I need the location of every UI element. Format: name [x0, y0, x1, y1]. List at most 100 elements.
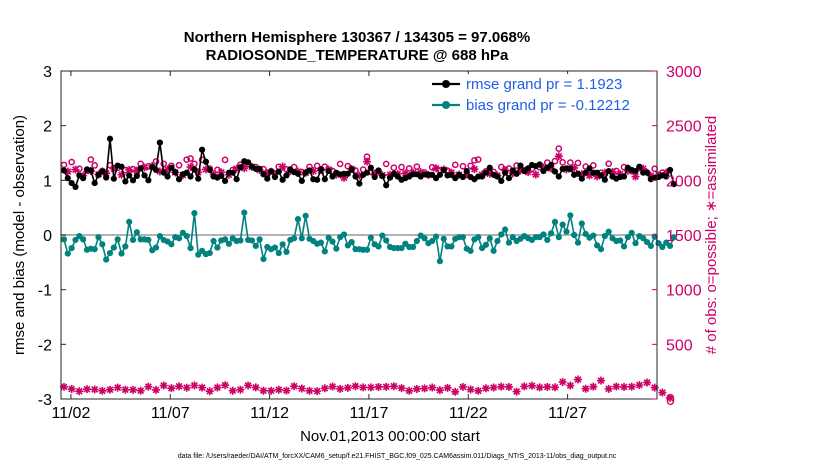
obs-assimilated-point: [125, 165, 134, 174]
rmse-point: [386, 174, 394, 181]
obs-count-lower-point: [428, 383, 437, 392]
rmse-point: [72, 183, 79, 190]
rmse-point: [636, 163, 643, 170]
rmse-point: [363, 169, 371, 176]
bias-point: [348, 239, 355, 246]
obs-count-lower-point: [59, 382, 68, 391]
bias-point: [363, 246, 371, 253]
rmse-point: [233, 176, 240, 183]
obs-possible-point: [459, 162, 467, 170]
bias-point: [659, 243, 666, 251]
rmse-point: [502, 169, 509, 176]
bias-point: [467, 247, 474, 254]
obs-count-lower-point: [374, 382, 383, 391]
chart-title-line2: RADIOSONDE_TEMPERATURE @ 688 hPa: [206, 47, 509, 64]
bias-point: [475, 234, 482, 241]
obs-possible-point: [398, 163, 405, 171]
obs-possible-point: [175, 161, 183, 169]
rmse-series: [60, 135, 677, 190]
obs-assimilated-point: [186, 163, 195, 172]
obs-count-lower-point: [343, 383, 352, 392]
legend-bias-label: bias grand pr = -0.12212: [466, 97, 630, 114]
rmse-point: [306, 167, 313, 174]
obs-possible-point: [574, 159, 582, 167]
obs-assimilated-point: [355, 171, 364, 180]
bias-point: [221, 236, 229, 243]
y-right-tick-label: 500: [666, 337, 693, 354]
obs-assimilated-point: [600, 168, 609, 177]
obs-assimilated-point: [309, 167, 318, 176]
rmse-point: [80, 175, 87, 182]
bias-point: [640, 235, 647, 242]
rmse-point: [137, 165, 144, 172]
bias-point: [383, 237, 390, 244]
rmse-point: [152, 166, 160, 174]
rmse-point: [68, 179, 75, 187]
bias-point: [241, 209, 248, 216]
obs-count-lower-point: [573, 375, 582, 384]
obs-count-lower-point: [182, 383, 191, 392]
bias-point: [429, 237, 436, 245]
rmse-point: [371, 173, 378, 181]
rmse-point: [129, 177, 137, 184]
bias-point: [129, 236, 137, 244]
bias-point: [106, 249, 114, 257]
rmse-point: [118, 163, 125, 170]
obs-count-lower-point: [543, 382, 552, 391]
obs-assimilated-point: [270, 169, 279, 178]
rmse-point: [344, 170, 351, 177]
bias-point: [256, 236, 263, 243]
bias-point: [555, 234, 562, 241]
obs-count-lower-point: [589, 382, 598, 391]
obs-assimilated-point: [470, 165, 479, 174]
bias-point: [409, 243, 417, 251]
obs-assimilated-point: [263, 169, 272, 178]
rmse-point: [379, 172, 386, 180]
obs-count-lower-point: [205, 387, 214, 396]
rmse-point: [245, 159, 252, 166]
obs-count-lower-point: [328, 382, 337, 391]
rmse-point: [106, 135, 114, 142]
bias-point: [571, 231, 578, 239]
obs-assimilated-point: [631, 172, 640, 181]
obs-count-lower-point: [558, 377, 567, 386]
obs-assimilated-point: [485, 169, 494, 178]
rmse-point: [478, 173, 486, 180]
bias-point: [628, 229, 635, 236]
bias-point: [482, 241, 490, 248]
y-left-tick-label: -2: [38, 337, 52, 354]
rmse-point: [383, 182, 390, 189]
obs-count-lower-point: [175, 382, 184, 391]
bias-point: [459, 234, 467, 241]
rmse-point: [141, 172, 148, 179]
obs-count-lower-point: [152, 385, 161, 394]
bias-point: [103, 256, 110, 263]
obs-count-lower-point: [259, 386, 268, 395]
bias-point: [647, 242, 654, 250]
rmse-point: [663, 173, 670, 180]
rmse-point: [187, 173, 194, 180]
rmse-point: [268, 168, 275, 175]
bias-point: [317, 239, 325, 246]
obs-possible-point: [336, 160, 344, 168]
rmse-point: [156, 139, 163, 146]
rmse-point: [513, 170, 520, 177]
legend-box: [425, 74, 655, 116]
obs-count-lower-point: [382, 382, 391, 391]
obs-assimilated-point: [462, 170, 471, 179]
y-right-tick-label: 1500: [666, 228, 702, 245]
rmse-point: [498, 177, 505, 184]
rmse-point: [375, 167, 382, 174]
bias-point: [559, 221, 566, 228]
obs-count-lower-point: [313, 387, 322, 396]
y-left-tick-label: 2: [43, 119, 52, 136]
rmse-point: [206, 166, 213, 174]
rmse-point: [551, 168, 559, 175]
bias-point: [126, 218, 133, 225]
y-right-tick-label: 2500: [666, 119, 702, 136]
rmse-point: [275, 168, 282, 175]
rmse-point: [110, 175, 117, 182]
obs-possible-point: [87, 156, 95, 163]
rmse-point: [582, 169, 589, 176]
rmse-point: [567, 165, 574, 172]
